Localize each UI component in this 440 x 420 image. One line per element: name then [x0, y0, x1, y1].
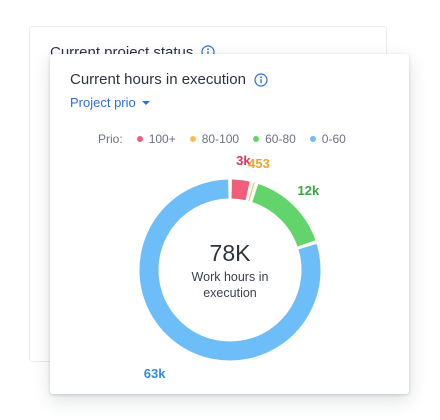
segment-label-60-80: 12k	[297, 182, 320, 198]
card-title: Current hours in execution	[70, 71, 246, 88]
chart-legend: Prio: 100+ 80-100 60-80 0-60	[98, 132, 346, 146]
donut-center-caption: Work hours in execution	[191, 270, 269, 300]
legend-item-100-plus[interactable]: 100+	[136, 132, 176, 146]
segment-label-0-60: 63k	[143, 366, 166, 382]
legend-label: 0-60	[321, 132, 346, 146]
legend-label: 60-80	[265, 132, 296, 146]
segment-label-100-plus: 3k	[236, 153, 251, 169]
hours-in-execution-card: Current hours in execution Project prio …	[50, 54, 409, 394]
donut-center-value: 78K	[209, 240, 251, 266]
legend-item-80-100[interactable]: 80-100	[189, 132, 240, 146]
legend-dot	[189, 136, 196, 142]
caret-down-icon	[141, 100, 150, 105]
project-prio-dropdown[interactable]: Project prio	[70, 95, 150, 110]
dropdown-label: Project prio	[70, 95, 136, 110]
legend-dot	[309, 136, 316, 142]
donut-segment-0-60[interactable]	[139, 179, 321, 361]
legend-label: 100+	[148, 132, 176, 146]
legend-dot	[136, 136, 143, 142]
legend-item-0-60[interactable]: 0-60	[309, 132, 346, 146]
legend-label: 80-100	[201, 132, 240, 146]
segment-label-80-100: 453	[248, 156, 270, 172]
donut-chart	[139, 179, 321, 361]
card-header: Current hours in execution	[70, 71, 268, 88]
info-icon[interactable]	[254, 72, 268, 87]
donut-segment-100-plus[interactable]	[231, 179, 250, 201]
legend-item-60-80[interactable]: 60-80	[253, 132, 296, 146]
legend-dot	[253, 136, 260, 142]
donut-segment-60-80[interactable]	[251, 184, 316, 247]
legend-title: Prio:	[98, 132, 123, 146]
